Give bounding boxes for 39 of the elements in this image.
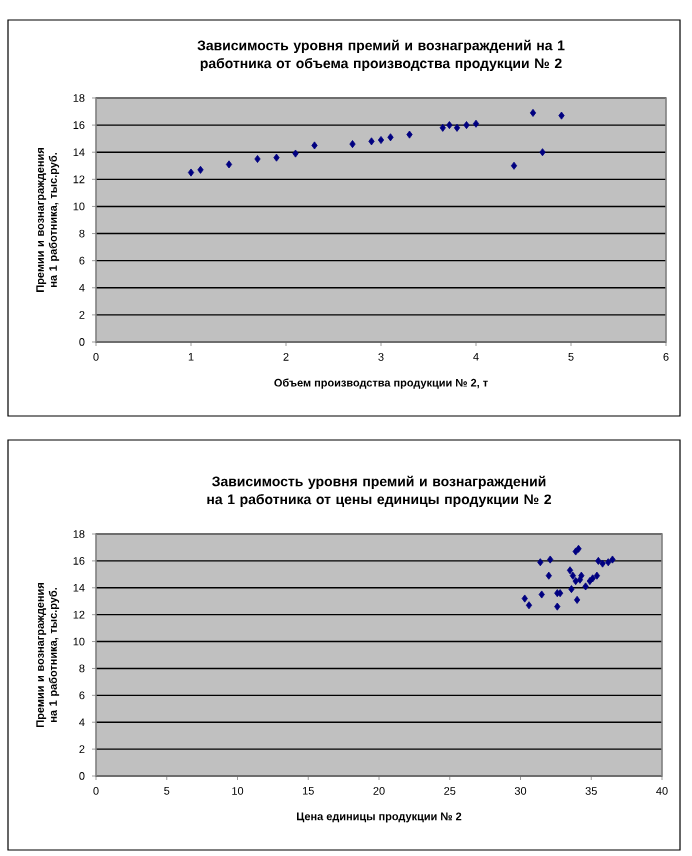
point (568, 585, 575, 594)
point (538, 590, 545, 599)
point (605, 558, 612, 567)
point (311, 141, 318, 150)
point (599, 559, 606, 568)
point (377, 136, 385, 144)
point (187, 168, 195, 177)
point (545, 571, 552, 580)
point (406, 130, 413, 139)
point (547, 555, 554, 564)
point (197, 165, 204, 174)
point (254, 155, 261, 163)
point (387, 133, 394, 142)
point (525, 601, 533, 610)
point (574, 595, 581, 604)
point (609, 555, 616, 564)
point (558, 111, 565, 120)
point (439, 123, 446, 132)
point (529, 108, 537, 117)
point (463, 121, 470, 130)
point (349, 140, 356, 149)
point (453, 123, 461, 132)
point (537, 558, 544, 567)
point (225, 160, 233, 169)
point (539, 148, 546, 157)
point (521, 594, 528, 603)
point (368, 137, 375, 146)
point (569, 571, 576, 580)
point (595, 556, 602, 565)
point (582, 582, 589, 591)
point (566, 566, 574, 575)
point (472, 119, 480, 128)
point (575, 544, 582, 553)
point (554, 602, 561, 611)
point (292, 149, 299, 158)
point (593, 571, 600, 580)
point (273, 153, 280, 162)
point (510, 161, 518, 170)
point (446, 121, 453, 130)
